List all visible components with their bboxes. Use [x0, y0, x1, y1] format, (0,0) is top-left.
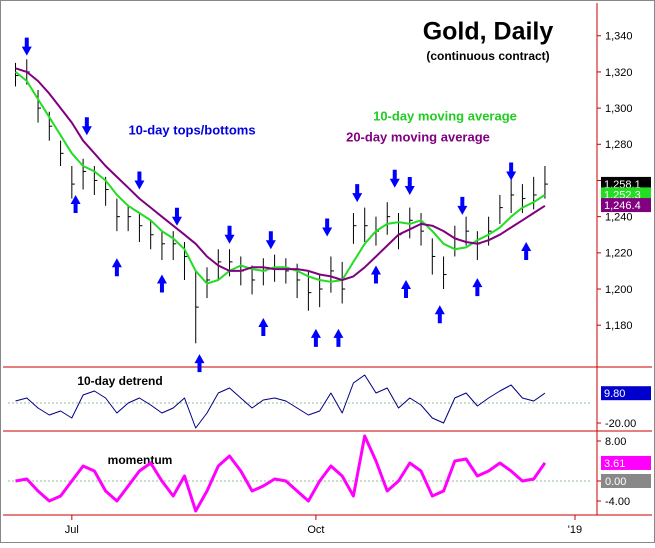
- top-arrow: [224, 225, 235, 244]
- moving-average: [14, 71, 546, 285]
- top-arrow: [81, 117, 92, 136]
- bottom-arrow: [258, 317, 269, 336]
- y-tick-label: 1,300: [605, 103, 633, 115]
- top-arrow: [322, 218, 333, 237]
- legend-entry: 20-day moving average: [346, 129, 490, 144]
- top-arrow: [265, 231, 276, 250]
- value-box: [601, 198, 651, 213]
- y-tick-label: 1,220: [605, 248, 633, 260]
- panel-title: 10-day detrend: [77, 374, 162, 388]
- value-label: 9.80: [604, 388, 625, 400]
- bottom-arrow: [434, 305, 445, 324]
- bottom-arrow: [310, 328, 321, 347]
- value-box: [601, 386, 651, 401]
- x-tick-label: Jul: [65, 524, 79, 536]
- y-tick-label: 0.00: [605, 476, 626, 488]
- top-arrow: [389, 169, 400, 188]
- y-tick-label: 1,280: [605, 139, 633, 151]
- bottom-arrow: [111, 258, 122, 277]
- top-arrow: [21, 37, 32, 56]
- y-tick-label: 1,340: [605, 31, 633, 43]
- arrow-legend: 10-day tops/bottoms: [128, 122, 255, 137]
- tick-box: [601, 474, 651, 488]
- x-tick-label: '19: [568, 524, 582, 536]
- bottom-arrow: [521, 241, 532, 260]
- panel-title: momentum: [108, 453, 173, 467]
- bottom-arrow: [401, 279, 412, 298]
- top-arrow: [457, 196, 468, 215]
- moving-average: [15, 67, 546, 281]
- top-arrow: [171, 207, 182, 226]
- value-box: [601, 187, 651, 202]
- bottom-arrow: [333, 328, 344, 347]
- bottom-arrow: [194, 354, 205, 373]
- top-arrow: [352, 184, 363, 203]
- y-tick-label: 8.00: [605, 436, 626, 448]
- top-arrow: [134, 171, 145, 190]
- indicator-line: [15, 374, 546, 429]
- bottom-arrow: [370, 265, 381, 284]
- bottom-arrow: [70, 194, 81, 213]
- chart-subtitle: (continuous contract): [426, 49, 549, 63]
- legend-entry: 10-day moving average: [373, 108, 517, 123]
- y-tick-label: -4.00: [605, 496, 630, 508]
- value-label: 1,246.4: [604, 200, 641, 212]
- top-arrow: [404, 176, 415, 195]
- y-tick-label: 1,240: [605, 212, 633, 224]
- y-tick-label: 1,180: [605, 320, 633, 332]
- indicator-line: [15, 434, 547, 513]
- x-tick-label: Oct: [307, 524, 324, 536]
- chart-title: Gold, Daily: [423, 18, 554, 46]
- value-box: [601, 455, 651, 470]
- y-tick-label: -20.00: [605, 418, 636, 430]
- bottom-arrow: [156, 274, 167, 293]
- bottom-arrow: [472, 278, 483, 297]
- y-tick-label: 1,200: [605, 284, 633, 296]
- value-label: 3.61: [604, 458, 625, 470]
- top-arrow: [506, 162, 517, 181]
- y-tick-label: 1,320: [605, 67, 633, 79]
